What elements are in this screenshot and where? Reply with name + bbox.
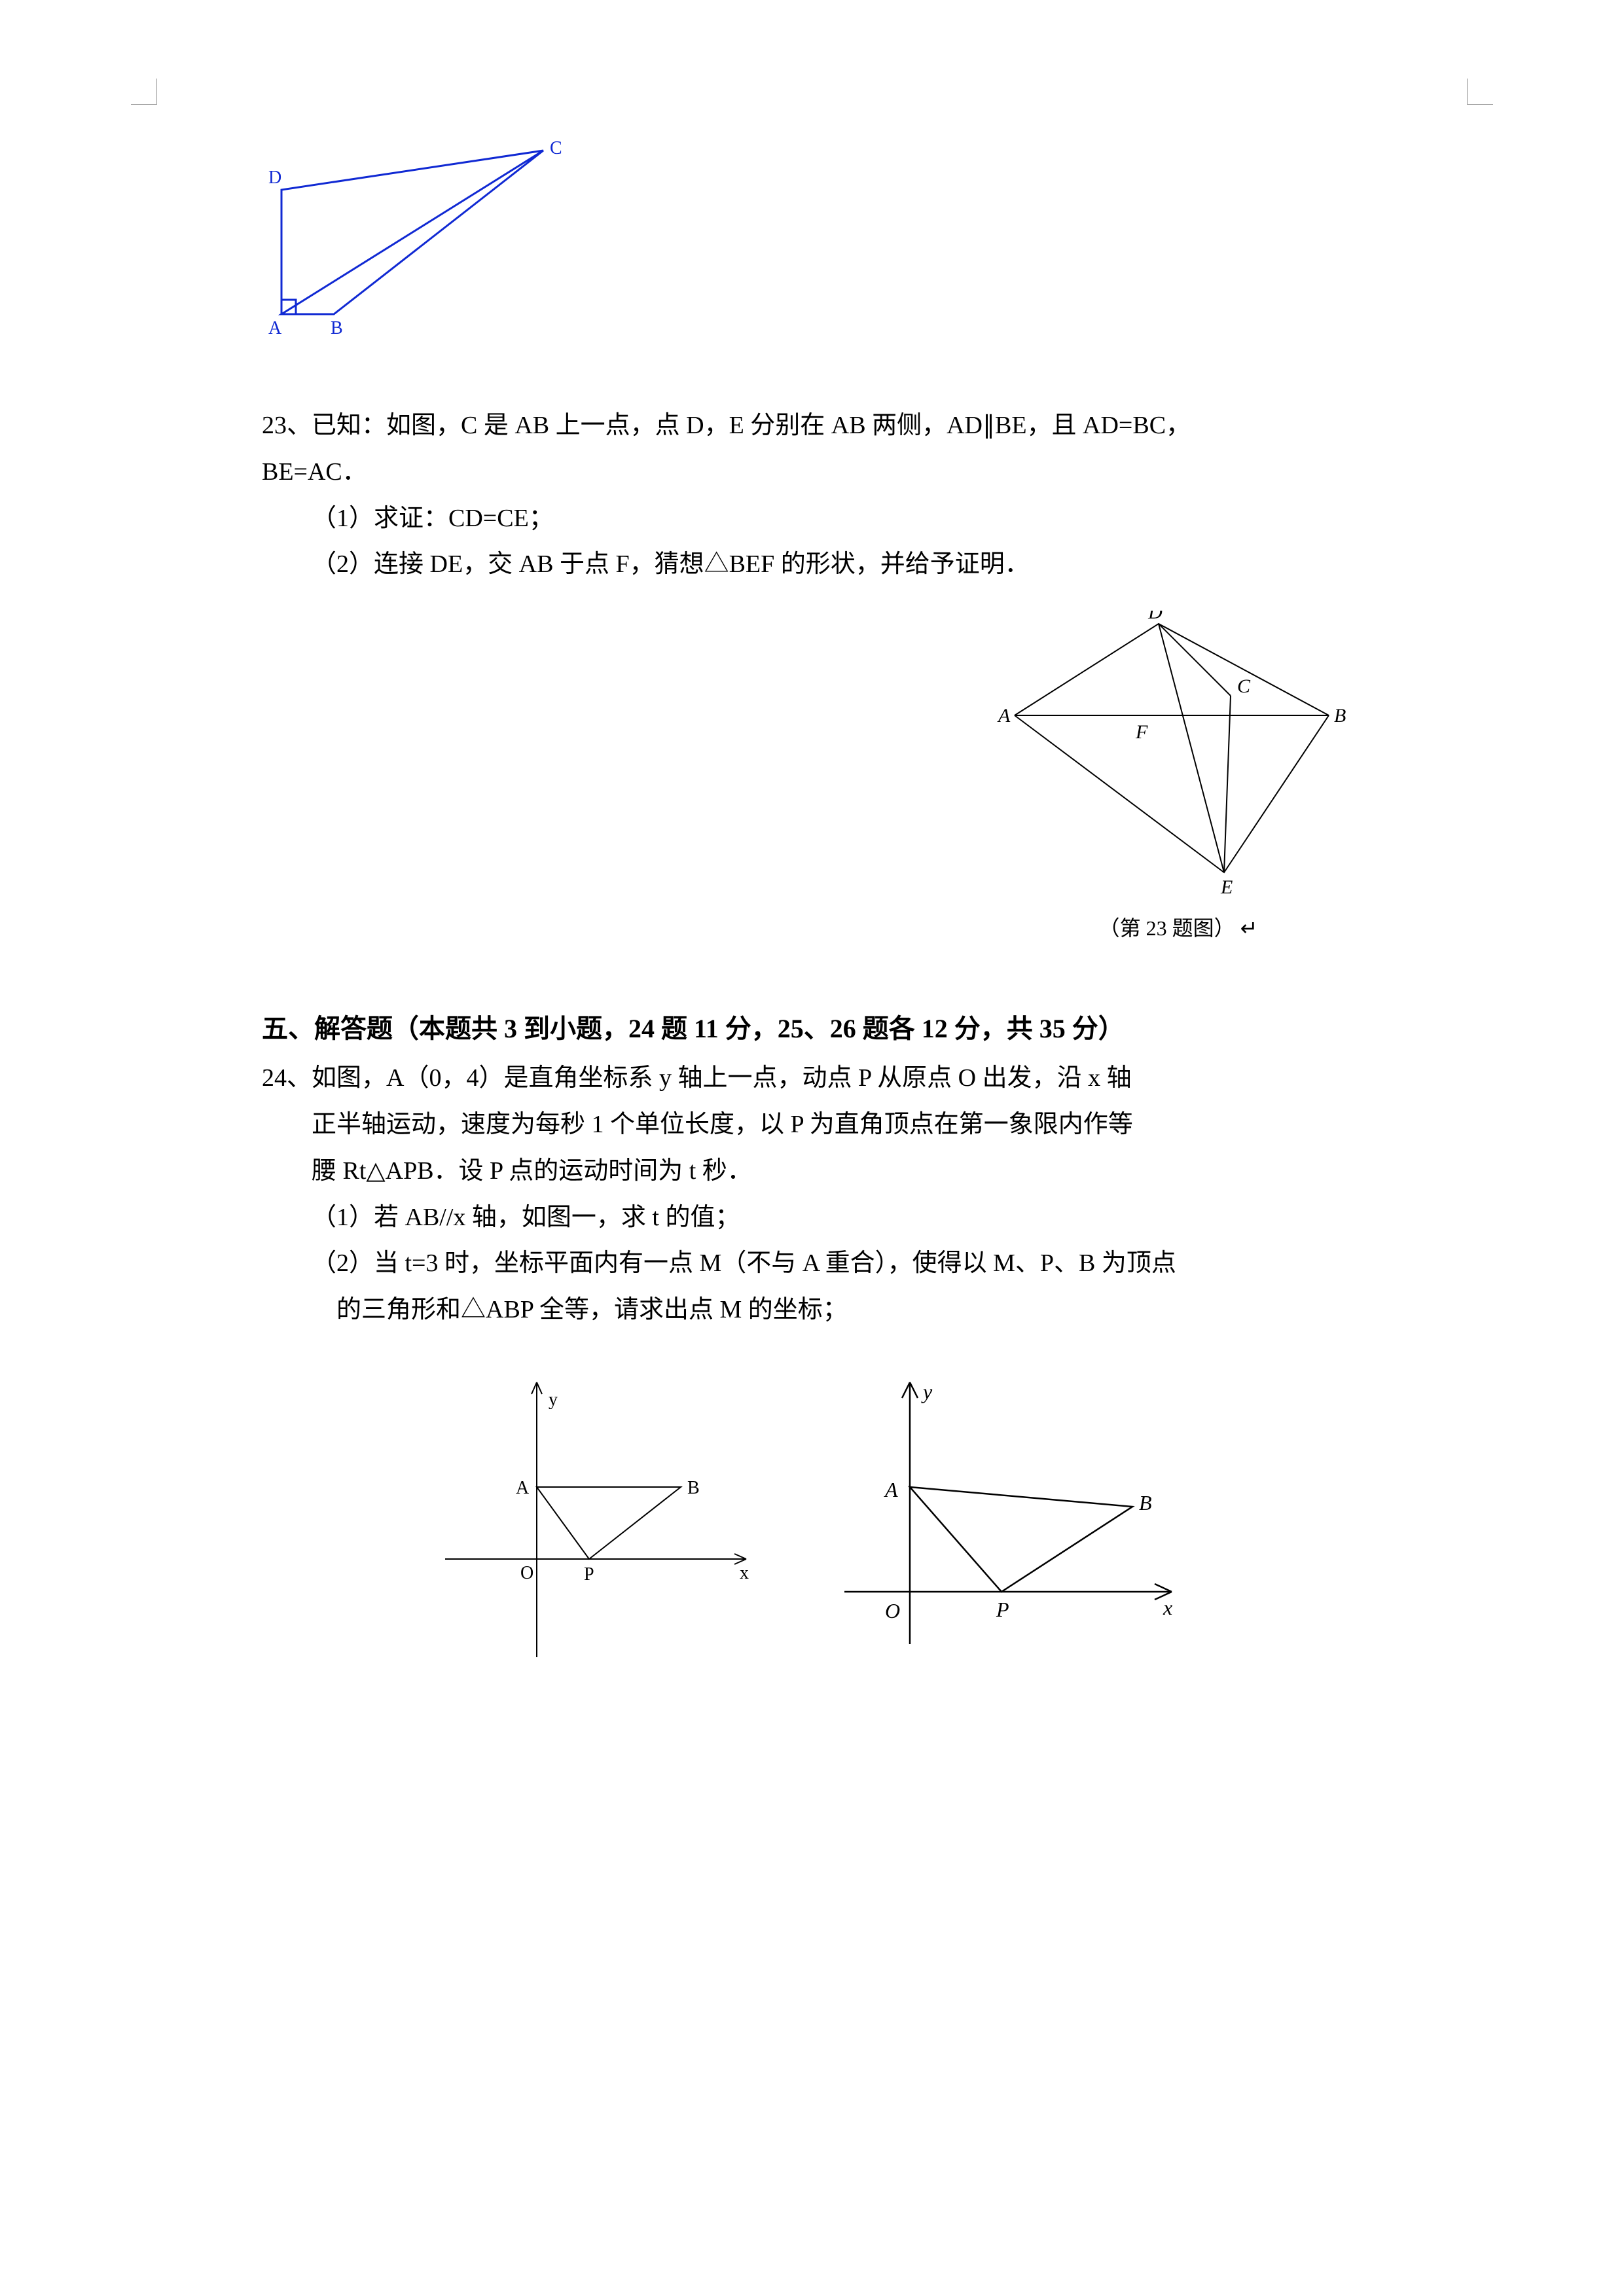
p23-line1: 23、已知：如图，C 是 AB 上一点，点 D，E 分别在 AB 两侧，AD∥B… <box>262 406 1362 446</box>
p23-label-d: D <box>1147 611 1163 623</box>
problem24-figures: y x A B O P <box>262 1369 1362 1677</box>
p24f2-o: O <box>885 1599 900 1623</box>
p24f2-p: P <box>996 1598 1009 1621</box>
p24f1-b: B <box>687 1478 700 1498</box>
p23-number: 23、 <box>262 412 312 439</box>
p24-stem1: 如图，A（0，4）是直角坐标系 y 轴上一点，动点 P 从原点 O 出发，沿 x… <box>312 1064 1132 1092</box>
p24-part2a: （2）当 t=3 时，坐标平面内有一点 M（不与 A 重合），使得以 M、P、B… <box>262 1244 1362 1283</box>
p24-fig2-svg: y x A B O P <box>825 1369 1191 1677</box>
p24f1-o: O <box>520 1563 533 1583</box>
p24f2-y: y <box>921 1380 933 1403</box>
p24f1-y: y <box>549 1390 558 1410</box>
p24-number: 24、 <box>262 1064 312 1092</box>
problem23-figure: A B C D E F （第 23 题图） ↵ <box>995 611 1362 942</box>
p24-stem3: 腰 Rt△APB．设 P 点的运动时间为 t 秒． <box>262 1151 1362 1191</box>
p24-line1: 24、如图，A（0，4）是直角坐标系 y 轴上一点，动点 P 从原点 O 出发，… <box>262 1058 1362 1098</box>
p23-label-c: C <box>1237 675 1251 697</box>
p23-caption: （第 23 题图） ↵ <box>995 912 1362 942</box>
crop-mark-tr <box>1467 79 1493 105</box>
p24-figure1: y x A B O P <box>432 1369 759 1677</box>
p23-label-b: B <box>1334 705 1346 726</box>
p23-svg: A B C D E F <box>995 611 1362 899</box>
label-b: B <box>331 318 343 338</box>
p24f2-a: A <box>884 1478 898 1501</box>
triangle-dabc-svg: A B C D <box>262 131 576 353</box>
p24f1-x: x <box>740 1563 749 1583</box>
page-content: A B C D 23、已知：如图，C 是 AB 上一点，点 D，E 分别在 AB… <box>262 131 1362 1677</box>
p23-stem: 已知：如图，C 是 AB 上一点，点 D，E 分别在 AB 两侧，AD∥BE，且… <box>312 412 1191 439</box>
p23-label-a: A <box>997 705 1011 726</box>
p23-stem2: BE=AC． <box>262 452 1362 492</box>
p23-label-e: E <box>1220 876 1233 898</box>
p24f2-x: x <box>1163 1596 1172 1619</box>
problem23-block: 23、已知：如图，C 是 AB 上一点，点 D，E 分别在 AB 两侧，AD∥B… <box>262 406 1362 942</box>
p24f1-a: A <box>516 1478 530 1498</box>
p24-stem2: 正半轴运动，速度为每秒 1 个单位长度，以 P 为直角顶点在第一象限内作等 <box>262 1105 1362 1145</box>
p24f2-b: B <box>1139 1491 1152 1515</box>
p24f1-p: P <box>584 1564 594 1585</box>
p24-part1: （1）若 AB//x 轴，如图一，求 t 的值； <box>262 1198 1362 1238</box>
p24-fig1-svg: y x A B O P <box>432 1369 759 1670</box>
label-c: C <box>550 138 562 158</box>
p24-figure2: y x A B O P <box>825 1369 1191 1677</box>
p23-part2: （2）连接 DE，交 AB 于点 F，猜想△BEF 的形状，并给予证明． <box>262 545 1362 584</box>
p23-label-f: F <box>1135 721 1148 743</box>
problem22-figure: A B C D <box>262 131 1362 353</box>
problem24-block: 24、如图，A（0，4）是直角坐标系 y 轴上一点，动点 P 从原点 O 出发，… <box>262 1058 1362 1677</box>
section5-heading: 五、解答题（本题共 3 到小题，24 题 11 分，25、26 题各 12 分，… <box>262 1007 1362 1045</box>
p23-part1: （1）求证：CD=CE； <box>262 499 1362 539</box>
label-d: D <box>268 168 281 188</box>
crop-mark-tl <box>131 79 157 105</box>
p24-part2b: 的三角形和△ABP 全等，请求出点 M 的坐标； <box>262 1290 1362 1330</box>
label-a: A <box>268 318 282 338</box>
